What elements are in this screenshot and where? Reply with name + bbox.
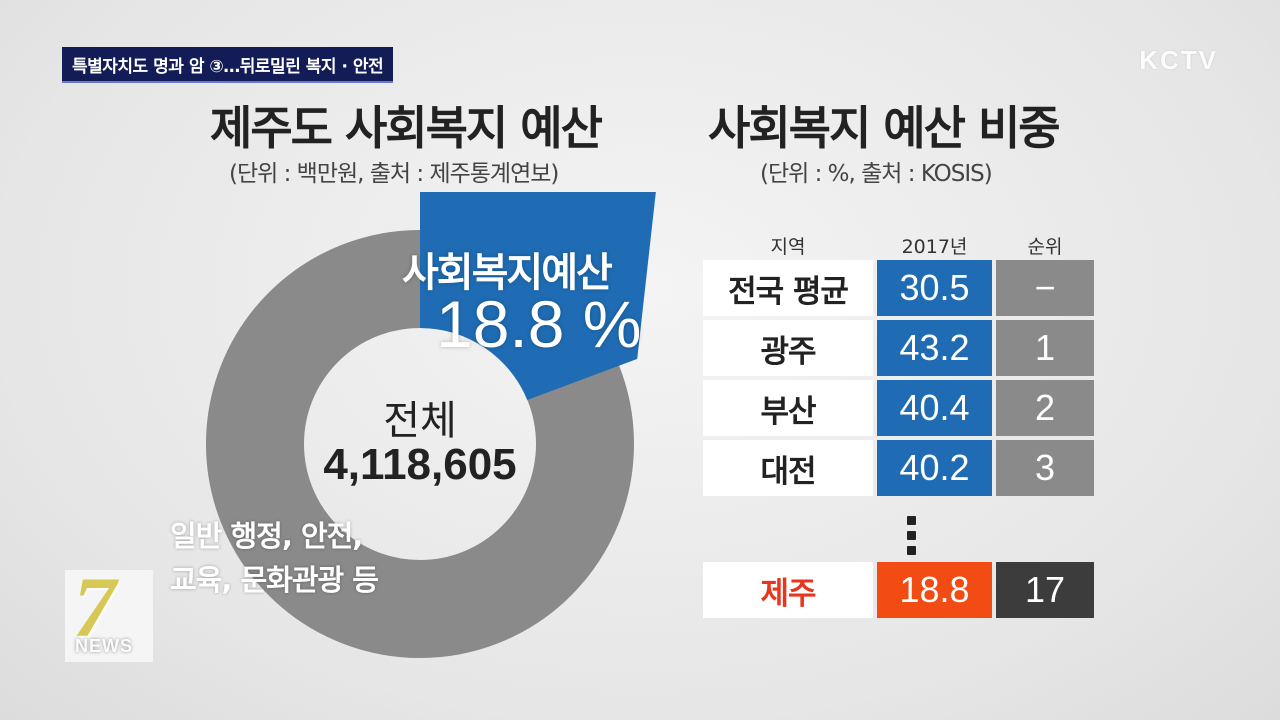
row-region: 제주	[703, 562, 873, 618]
column-header-year: 2017년	[901, 236, 968, 258]
seven-news-logo: 7 NEWS	[65, 564, 153, 662]
left-chart-subtitle: (단위 : 백만원, 출처 : 제주통계연보)	[229, 161, 559, 187]
row-value: 40.2	[877, 440, 992, 496]
logo-number: 7	[73, 559, 116, 655]
row-value: 43.2	[877, 320, 992, 376]
row-rank: 3	[996, 440, 1094, 496]
broadcaster-logo: KCTV	[1139, 45, 1218, 75]
column-header-region: 지역	[770, 236, 806, 258]
row-rank: 2	[996, 380, 1094, 436]
row-region: 부산	[703, 380, 873, 436]
welfare-slice-name: 사회복지예산	[402, 250, 613, 296]
donut-total-label: 전체	[383, 398, 457, 444]
other-slice-label-line1: 일반 행정, 안전,	[170, 519, 363, 553]
row-value: 18.8	[877, 562, 992, 618]
right-chart-subtitle: (단위 : %, 출처 : KOSIS)	[760, 161, 993, 187]
row-rank: −	[996, 260, 1094, 316]
row-value: 30.5	[877, 260, 992, 316]
other-slice-label-line2: 교육, 문화관광 등	[170, 563, 379, 597]
left-chart-title: 제주도 사회복지 예산	[210, 101, 603, 155]
donut-total-value: 4,118,605	[323, 440, 517, 489]
row-region: 광주	[703, 320, 873, 376]
right-chart-title: 사회복지 예산 비중	[708, 101, 1061, 155]
row-value: 40.4	[877, 380, 992, 436]
donut-slice-welfare	[420, 192, 656, 400]
row-region: 대전	[703, 440, 873, 496]
row-rank: 17	[996, 562, 1094, 618]
logo-text: NEWS	[75, 636, 133, 656]
column-header-rank: 순위	[1027, 236, 1063, 258]
news-headline-banner: 특별자치도 명과 암 ③…뒤로밀린 복지 · 안전	[62, 47, 394, 83]
row-rank: 1	[996, 320, 1094, 376]
welfare-percent-label: 18.8 %	[436, 287, 642, 361]
vertical-ellipsis-icon	[907, 516, 919, 561]
welfare-amount-label: 775,082	[420, 203, 514, 233]
row-region: 전국 평균	[703, 260, 873, 316]
headline-text: 특별자치도 명과 암 ③…뒤로밀린 복지 · 안전	[72, 56, 384, 77]
